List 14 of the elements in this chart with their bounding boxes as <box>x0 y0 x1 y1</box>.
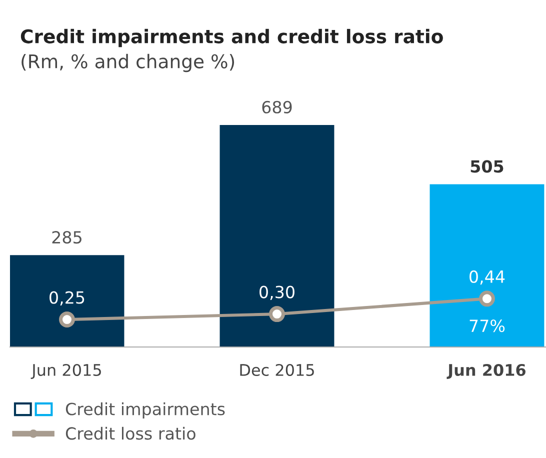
legend-label: Credit impairments <box>66 402 225 419</box>
chart-subtitle: (Rm, % and change %) <box>22 54 234 72</box>
data-label: 0,25 <box>50 291 84 306</box>
annotation: 77% <box>470 320 505 332</box>
chart-title: Credit impairments and credit loss ratio <box>20 28 443 48</box>
x-tick-label: Jun 2016 <box>446 364 526 379</box>
data-label: 0,44 <box>470 270 505 285</box>
data-label: 285 <box>52 231 82 244</box>
data-label: 689 <box>262 100 292 114</box>
data-label: 0,30 <box>260 286 294 300</box>
legend-label: Credit loss ratio <box>66 426 196 440</box>
x-tick-label: Dec 2015 <box>240 364 314 376</box>
data-label: 505 <box>470 160 504 173</box>
x-tick-label: Jun 2015 <box>30 364 101 379</box>
